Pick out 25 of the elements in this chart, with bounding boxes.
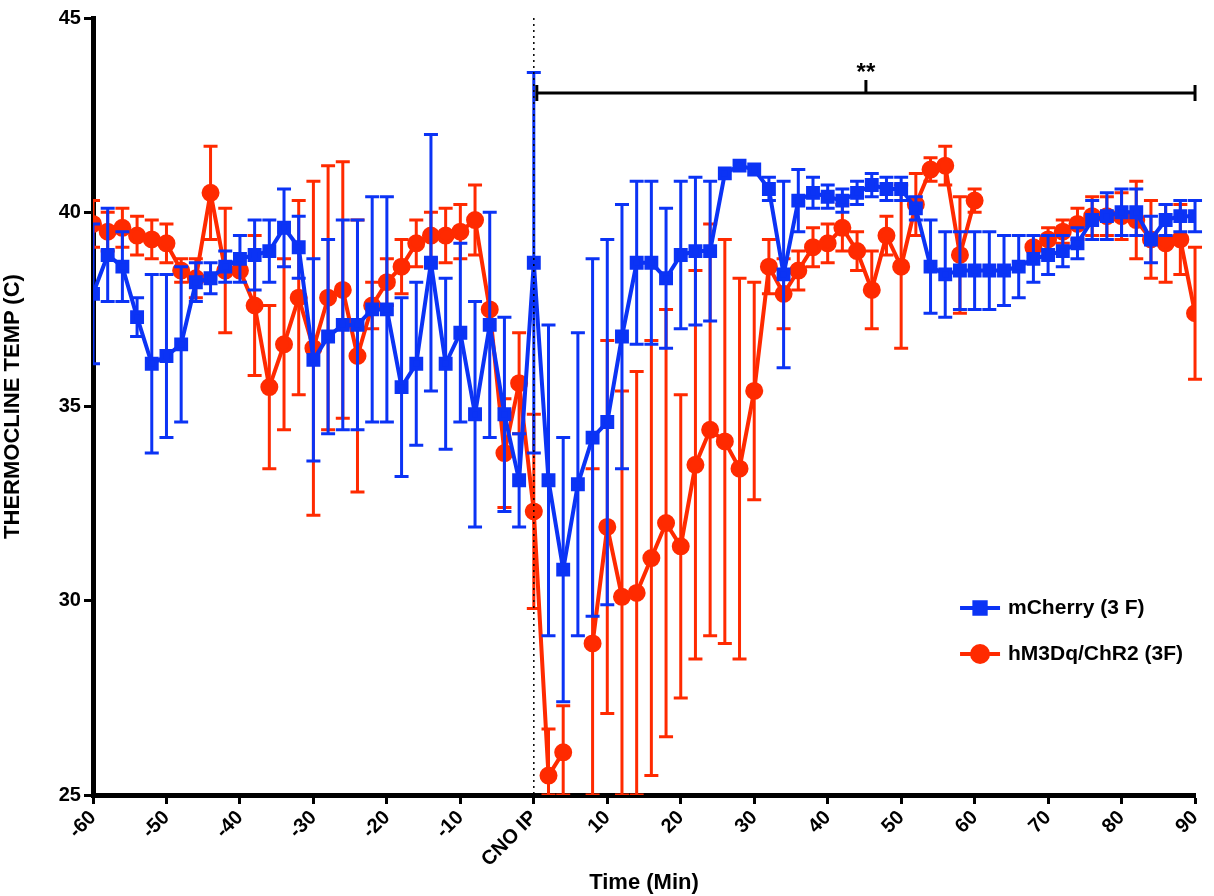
x-tick-label: 80 bbox=[1097, 805, 1129, 837]
y-tick-label: 40 bbox=[58, 199, 81, 222]
x-axis-title: Time (Min) bbox=[589, 868, 699, 894]
y-tick-label: 45 bbox=[58, 5, 81, 28]
y-axis-title: THERMOCLINE TEMP (C) bbox=[0, 274, 25, 539]
legend-label: hM3Dq/ChR2 (3F) bbox=[1008, 640, 1184, 664]
x-tick-label: 90 bbox=[1170, 805, 1202, 837]
y-tick-label: 25 bbox=[58, 782, 81, 805]
y-tick-label: 35 bbox=[58, 394, 81, 417]
x-tick-label: -20 bbox=[357, 805, 394, 842]
legend-label: mCherry (3 F) bbox=[1008, 594, 1145, 618]
y-tick-label: 30 bbox=[58, 588, 81, 611]
x-tick-label: 30 bbox=[729, 805, 761, 837]
x-tick-label: 70 bbox=[1023, 805, 1055, 837]
x-tick-label: -50 bbox=[137, 805, 174, 842]
x-tick-label: 40 bbox=[803, 805, 835, 837]
x-tick-label: -40 bbox=[210, 805, 247, 842]
x-tick-label: 10 bbox=[582, 805, 615, 837]
x-tick-label: 60 bbox=[950, 805, 982, 837]
x-tick-label: -10 bbox=[431, 805, 468, 842]
annotation: ** bbox=[856, 57, 876, 85]
x-tick-label: -30 bbox=[284, 805, 321, 842]
x-tick-label: 50 bbox=[876, 805, 908, 837]
x-tick-label: -60 bbox=[63, 805, 100, 842]
x-tick-label: 20 bbox=[656, 805, 688, 837]
